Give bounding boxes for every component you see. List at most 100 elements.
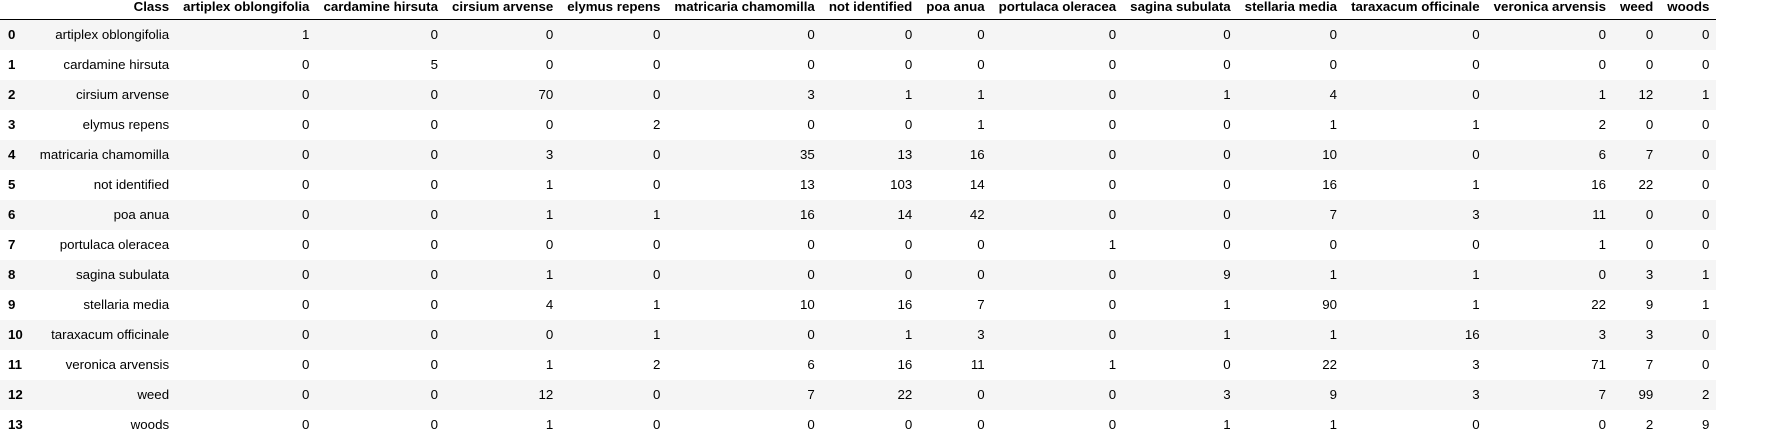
table-cell: 0 [176, 170, 316, 200]
table-cell: 1 [1123, 320, 1238, 350]
table-cell: 1 [1487, 80, 1613, 110]
table-cell: 14 [822, 200, 919, 230]
column-header: portulaca oleracea [992, 0, 1124, 20]
table-cell: 0 [176, 110, 316, 140]
table-cell: 1 [1660, 80, 1716, 110]
table-cell: 0 [176, 140, 316, 170]
table-cell: 3 [1613, 260, 1660, 290]
table-cell: 22 [1487, 290, 1613, 320]
row-index: 1 [0, 50, 33, 80]
table-cell: 3 [1613, 320, 1660, 350]
table-cell: 3 [1344, 380, 1487, 410]
table-cell: 0 [1344, 140, 1487, 170]
column-header: taraxacum officinale [1344, 0, 1487, 20]
table-cell: 0 [1123, 230, 1238, 260]
table-cell: 0 [1123, 50, 1238, 80]
table-cell: 0 [919, 380, 991, 410]
row-index: 8 [0, 260, 33, 290]
table-cell: 0 [176, 290, 316, 320]
table-cell: 0 [822, 20, 919, 51]
table-cell: 1 [919, 110, 991, 140]
table-cell: 1 [1123, 80, 1238, 110]
table-cell: 0 [316, 200, 445, 230]
table-cell: 16 [667, 200, 821, 230]
row-index: 0 [0, 20, 33, 51]
table-cell: 0 [1123, 170, 1238, 200]
table-cell: 2 [1487, 110, 1613, 140]
table-cell: 7 [1613, 140, 1660, 170]
table-cell: 99 [1613, 380, 1660, 410]
table-cell: 2 [1660, 380, 1716, 410]
table-cell: 0 [1238, 50, 1344, 80]
table-cell: 0 [560, 80, 667, 110]
table-cell: 0 [992, 320, 1124, 350]
table-cell: 0 [560, 380, 667, 410]
table-cell: 0 [1487, 260, 1613, 290]
table-cell: 0 [176, 410, 316, 440]
table-cell: 1 [560, 320, 667, 350]
table-cell: 1 [560, 290, 667, 320]
table-cell: 1 [1238, 260, 1344, 290]
table-cell: 1 [1238, 320, 1344, 350]
row-index: 11 [0, 350, 33, 380]
table-cell: 0 [1660, 350, 1716, 380]
table-cell: 1 [560, 200, 667, 230]
table-cell: 0 [822, 230, 919, 260]
table-cell: 0 [316, 230, 445, 260]
table-cell: 0 [1613, 200, 1660, 230]
column-header: artiplex oblongifolia [176, 0, 316, 20]
table-cell: 0 [1123, 350, 1238, 380]
table-cell: 22 [1613, 170, 1660, 200]
table-cell: 0 [1660, 50, 1716, 80]
table-cell: 0 [176, 380, 316, 410]
table-cell: 0 [667, 260, 821, 290]
table-cell: 0 [992, 50, 1124, 80]
row-index: 7 [0, 230, 33, 260]
column-header: sagina subulata [1123, 0, 1238, 20]
column-header: matricaria chamomilla [667, 0, 821, 20]
table-cell: 0 [667, 410, 821, 440]
table-cell: 0 [176, 50, 316, 80]
table-cell: 7 [1487, 380, 1613, 410]
table-cell: 3 [445, 140, 560, 170]
table-cell: 0 [992, 20, 1124, 51]
table-cell: 1 [445, 260, 560, 290]
row-class-label: not identified [33, 170, 176, 200]
row-index: 13 [0, 410, 33, 440]
table-cell: 0 [1660, 110, 1716, 140]
index-header [0, 0, 33, 20]
column-header: veronica arvensis [1487, 0, 1613, 20]
table-cell: 0 [822, 50, 919, 80]
row-index: 12 [0, 380, 33, 410]
table-cell: 1 [1487, 230, 1613, 260]
table-cell: 3 [919, 320, 991, 350]
table-cell: 0 [1660, 230, 1716, 260]
table-cell: 1 [1344, 170, 1487, 200]
table-cell: 70 [445, 80, 560, 110]
row-index: 4 [0, 140, 33, 170]
table-cell: 0 [1660, 320, 1716, 350]
table-cell: 0 [176, 200, 316, 230]
table-cell: 0 [560, 260, 667, 290]
table-cell: 1 [992, 350, 1124, 380]
column-header: not identified [822, 0, 919, 20]
row-class-label: taraxacum officinale [33, 320, 176, 350]
row-class-label: stellaria media [33, 290, 176, 320]
table-cell: 16 [822, 290, 919, 320]
table-cell: 0 [1613, 110, 1660, 140]
table-cell: 0 [1487, 410, 1613, 440]
table-cell: 1 [919, 80, 991, 110]
table-cell: 13 [667, 170, 821, 200]
column-header: woods [1660, 0, 1716, 20]
table-cell: 1 [445, 350, 560, 380]
